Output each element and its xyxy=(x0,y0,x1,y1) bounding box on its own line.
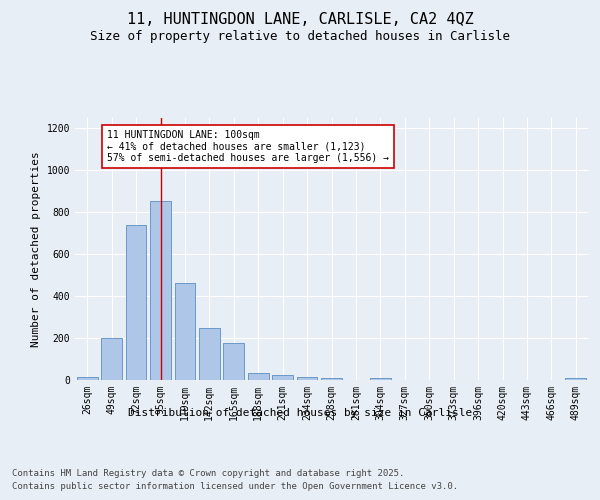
Bar xyxy=(223,342,244,380)
Bar xyxy=(175,284,196,380)
Bar xyxy=(272,375,293,380)
Text: Contains HM Land Registry data © Crown copyright and database right 2025.: Contains HM Land Registry data © Crown c… xyxy=(12,469,404,478)
Bar xyxy=(199,328,220,380)
Bar xyxy=(101,338,122,380)
Text: Distribution of detached houses by size in Carlisle: Distribution of detached houses by size … xyxy=(128,408,472,418)
Bar xyxy=(248,372,269,380)
Y-axis label: Number of detached properties: Number of detached properties xyxy=(31,151,41,346)
Bar xyxy=(565,378,586,380)
Bar xyxy=(77,378,98,380)
Bar xyxy=(321,378,342,380)
Bar xyxy=(125,224,146,380)
Bar xyxy=(296,377,317,380)
Text: 11 HUNTINGDON LANE: 100sqm
← 41% of detached houses are smaller (1,123)
57% of s: 11 HUNTINGDON LANE: 100sqm ← 41% of deta… xyxy=(107,130,389,164)
Text: 11, HUNTINGDON LANE, CARLISLE, CA2 4QZ: 11, HUNTINGDON LANE, CARLISLE, CA2 4QZ xyxy=(127,12,473,28)
Text: Contains public sector information licensed under the Open Government Licence v3: Contains public sector information licen… xyxy=(12,482,458,491)
Bar xyxy=(150,202,171,380)
Bar xyxy=(370,378,391,380)
Text: Size of property relative to detached houses in Carlisle: Size of property relative to detached ho… xyxy=(90,30,510,43)
